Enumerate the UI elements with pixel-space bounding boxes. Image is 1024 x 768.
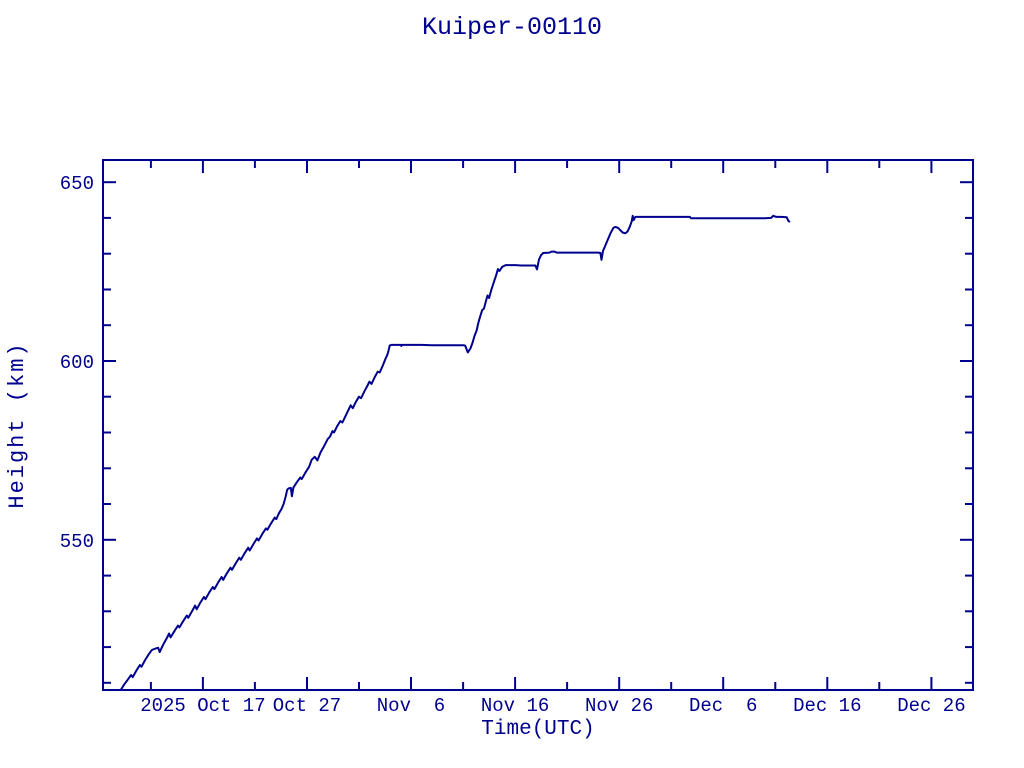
- y-tick-label: 600: [60, 352, 94, 374]
- y-tick-label: 650: [60, 173, 94, 195]
- x-tick-label: Nov 16: [481, 695, 549, 717]
- x-tick-label: Dec 6: [689, 695, 757, 717]
- x-axis-label: Time(UTC): [481, 718, 595, 741]
- x-tick-label: Dec 16: [793, 695, 861, 717]
- chart-title: Kuiper-00110: [421, 13, 603, 42]
- y-tick-label: 550: [60, 531, 94, 553]
- y-axis-label: Height (km): [5, 341, 30, 509]
- x-tick-label: Dec 26: [897, 695, 965, 717]
- x-tick-label: 2025 Oct 17: [140, 695, 265, 717]
- x-tick-label: Oct 27: [273, 695, 341, 717]
- height-series-line: [119, 214, 791, 691]
- x-tick-label: Nov 6: [377, 695, 445, 717]
- x-tick-label: Nov 26: [585, 695, 653, 717]
- plot-frame: [102, 159, 974, 691]
